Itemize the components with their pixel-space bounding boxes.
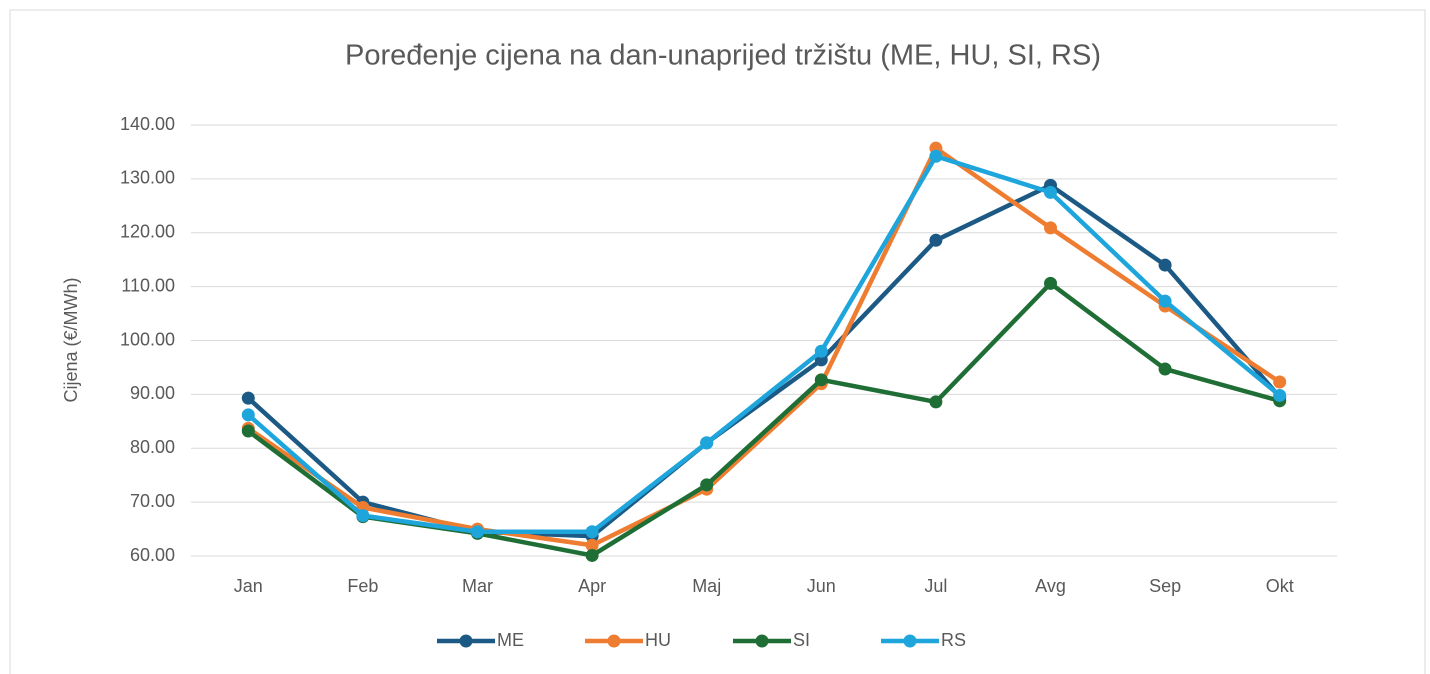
x-tick-label: Avg — [1035, 576, 1066, 596]
series-marker — [929, 233, 943, 247]
y-tick-label: 110.00 — [121, 275, 175, 295]
series-line — [247, 145, 1281, 548]
x-tick-label: Apr — [578, 576, 606, 596]
legend-marker — [459, 634, 473, 648]
y-tick-label: 140.00 — [120, 114, 175, 134]
legend-label: HU — [645, 630, 671, 650]
series-marker — [1273, 388, 1287, 402]
series-marker — [1158, 258, 1172, 272]
y-axis-label: Cijena (€/MWh) — [61, 277, 81, 402]
series-marker — [1044, 221, 1057, 235]
series-marker — [356, 509, 370, 523]
legend-marker — [755, 634, 769, 648]
series-marker — [700, 436, 714, 450]
series-marker — [1044, 276, 1057, 290]
legend-label: SI — [793, 630, 810, 650]
x-tick-label: Maj — [692, 576, 721, 596]
series-marker — [1158, 362, 1172, 376]
series-marker — [929, 395, 943, 409]
series-marker — [585, 525, 599, 539]
series-marker — [929, 149, 943, 163]
series-marker — [1158, 294, 1172, 308]
y-tick-label: 70.00 — [130, 491, 175, 511]
legend-label: RS — [941, 630, 966, 650]
series-marker — [700, 478, 714, 492]
legend-label: ME — [497, 630, 524, 650]
x-tick-label: Jan — [234, 576, 263, 596]
series-marker — [241, 408, 255, 422]
series-marker — [241, 424, 255, 438]
x-tick-label: Jul — [924, 576, 947, 596]
x-tick-label: Jun — [807, 576, 836, 596]
x-tick-label: Sep — [1149, 576, 1181, 596]
x-tick-label: Okt — [1266, 576, 1294, 596]
y-tick-label: 120.00 — [120, 222, 175, 242]
y-tick-label: 80.00 — [130, 437, 175, 457]
y-tick-label: 90.00 — [130, 383, 175, 403]
series-marker — [585, 548, 599, 562]
chart-border — [9, 9, 1426, 674]
y-tick-label: 100.00 — [120, 329, 175, 349]
y-tick-label: 60.00 — [130, 545, 175, 565]
series-marker — [241, 391, 255, 405]
legend-marker — [607, 634, 621, 648]
legend-marker — [903, 634, 917, 648]
y-tick-label: 130.00 — [120, 168, 175, 188]
x-tick-label: Feb — [347, 576, 378, 596]
series-marker — [1273, 375, 1287, 389]
series-marker — [471, 525, 484, 539]
x-tick-label: Mar — [462, 576, 493, 596]
series-line — [246, 153, 1282, 535]
series-marker — [814, 344, 828, 358]
series-marker — [1044, 185, 1057, 199]
series-marker — [585, 538, 599, 552]
series-marker — [814, 373, 828, 387]
chart-title: Poređenje cijena na dan-unaprijed tržišt… — [345, 40, 1101, 72]
